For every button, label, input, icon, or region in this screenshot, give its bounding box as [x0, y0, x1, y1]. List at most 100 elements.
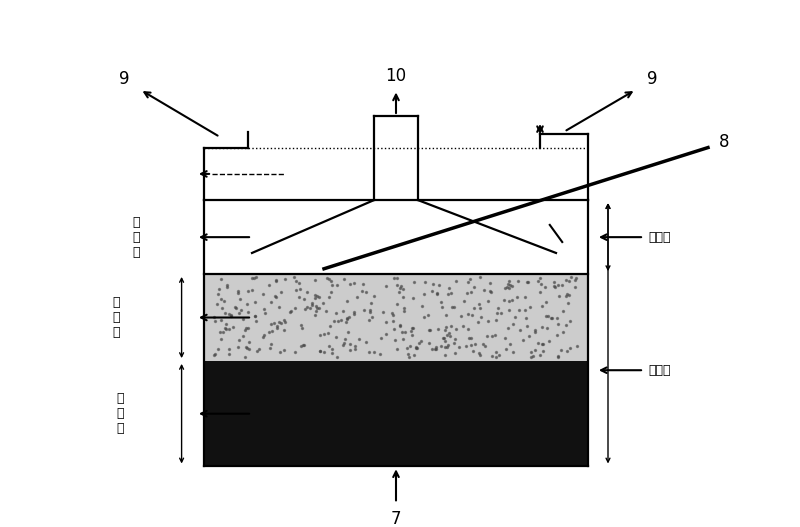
Point	[394, 322, 407, 330]
Point	[309, 276, 322, 284]
Point	[477, 286, 490, 294]
Point	[337, 341, 350, 349]
Point	[486, 331, 498, 340]
Point	[462, 325, 474, 333]
Point	[331, 317, 344, 325]
Point	[435, 341, 448, 350]
Point	[363, 348, 376, 356]
Point	[542, 311, 554, 320]
Point	[446, 303, 458, 311]
Point	[536, 340, 549, 348]
Point	[243, 337, 256, 346]
Point	[327, 317, 340, 326]
Point	[442, 289, 455, 298]
Point	[398, 304, 410, 313]
Point	[469, 339, 482, 348]
Point	[213, 328, 226, 337]
Point	[268, 292, 281, 300]
Point	[219, 319, 232, 328]
Point	[377, 307, 390, 316]
Point	[517, 335, 530, 344]
Point	[460, 342, 473, 350]
Point	[320, 306, 333, 315]
Point	[533, 287, 546, 296]
Point	[397, 292, 410, 301]
Point	[352, 335, 365, 344]
Point	[366, 313, 378, 321]
Point	[237, 331, 250, 340]
Point	[250, 317, 262, 325]
Point	[397, 285, 410, 293]
Point	[534, 274, 547, 282]
Point	[525, 348, 538, 356]
Point	[503, 340, 516, 348]
Point	[323, 342, 336, 350]
Point	[209, 317, 222, 325]
Point	[274, 347, 286, 356]
Point	[440, 310, 453, 319]
Point	[396, 335, 409, 343]
Point	[344, 340, 357, 349]
Point	[415, 301, 428, 310]
Point	[294, 285, 306, 293]
Point	[535, 280, 548, 289]
Point	[211, 300, 224, 308]
Point	[293, 279, 306, 287]
Point	[453, 343, 466, 352]
Point	[343, 280, 356, 288]
Point	[270, 277, 282, 285]
Point	[498, 334, 511, 342]
Point	[450, 325, 462, 333]
Point	[248, 311, 261, 320]
Point	[547, 281, 560, 290]
Point	[318, 348, 330, 357]
Point	[490, 353, 502, 362]
Text: 9: 9	[646, 70, 658, 88]
Point	[521, 277, 534, 286]
Point	[554, 346, 567, 354]
Point	[550, 314, 563, 323]
Point	[440, 331, 453, 339]
Point	[390, 299, 403, 308]
Point	[294, 341, 307, 350]
Point	[271, 321, 284, 330]
Point	[562, 299, 574, 307]
Point	[348, 278, 361, 287]
Point	[394, 284, 406, 292]
Point	[491, 304, 504, 313]
Point	[490, 348, 502, 357]
Text: 污
泥
床: 污 泥 床	[116, 392, 124, 435]
Point	[325, 277, 338, 286]
Text: 9: 9	[118, 70, 130, 88]
Point	[462, 310, 474, 318]
Point	[539, 298, 552, 307]
Point	[523, 302, 536, 311]
Point	[521, 322, 534, 330]
Point	[476, 339, 489, 348]
Point	[504, 281, 517, 289]
Point	[427, 280, 440, 289]
Point	[288, 347, 301, 356]
Point	[222, 349, 235, 358]
Point	[506, 348, 519, 356]
Point	[215, 316, 228, 324]
Point	[430, 289, 443, 298]
Point	[462, 278, 474, 287]
Point	[212, 285, 225, 294]
Point	[214, 334, 227, 343]
Point	[570, 341, 583, 350]
Point	[536, 347, 549, 355]
Text: 集
气
室: 集 气 室	[132, 216, 140, 259]
Point	[426, 345, 438, 354]
Point	[278, 345, 290, 354]
Text: 浮
渣
层: 浮 渣 层	[112, 296, 120, 339]
Point	[390, 274, 403, 282]
Point	[290, 277, 302, 285]
Point	[443, 332, 456, 340]
Point	[388, 274, 401, 282]
Point	[310, 307, 322, 315]
Point	[239, 326, 252, 334]
Point	[499, 345, 512, 354]
Point	[410, 344, 422, 352]
Text: 8: 8	[718, 133, 730, 151]
